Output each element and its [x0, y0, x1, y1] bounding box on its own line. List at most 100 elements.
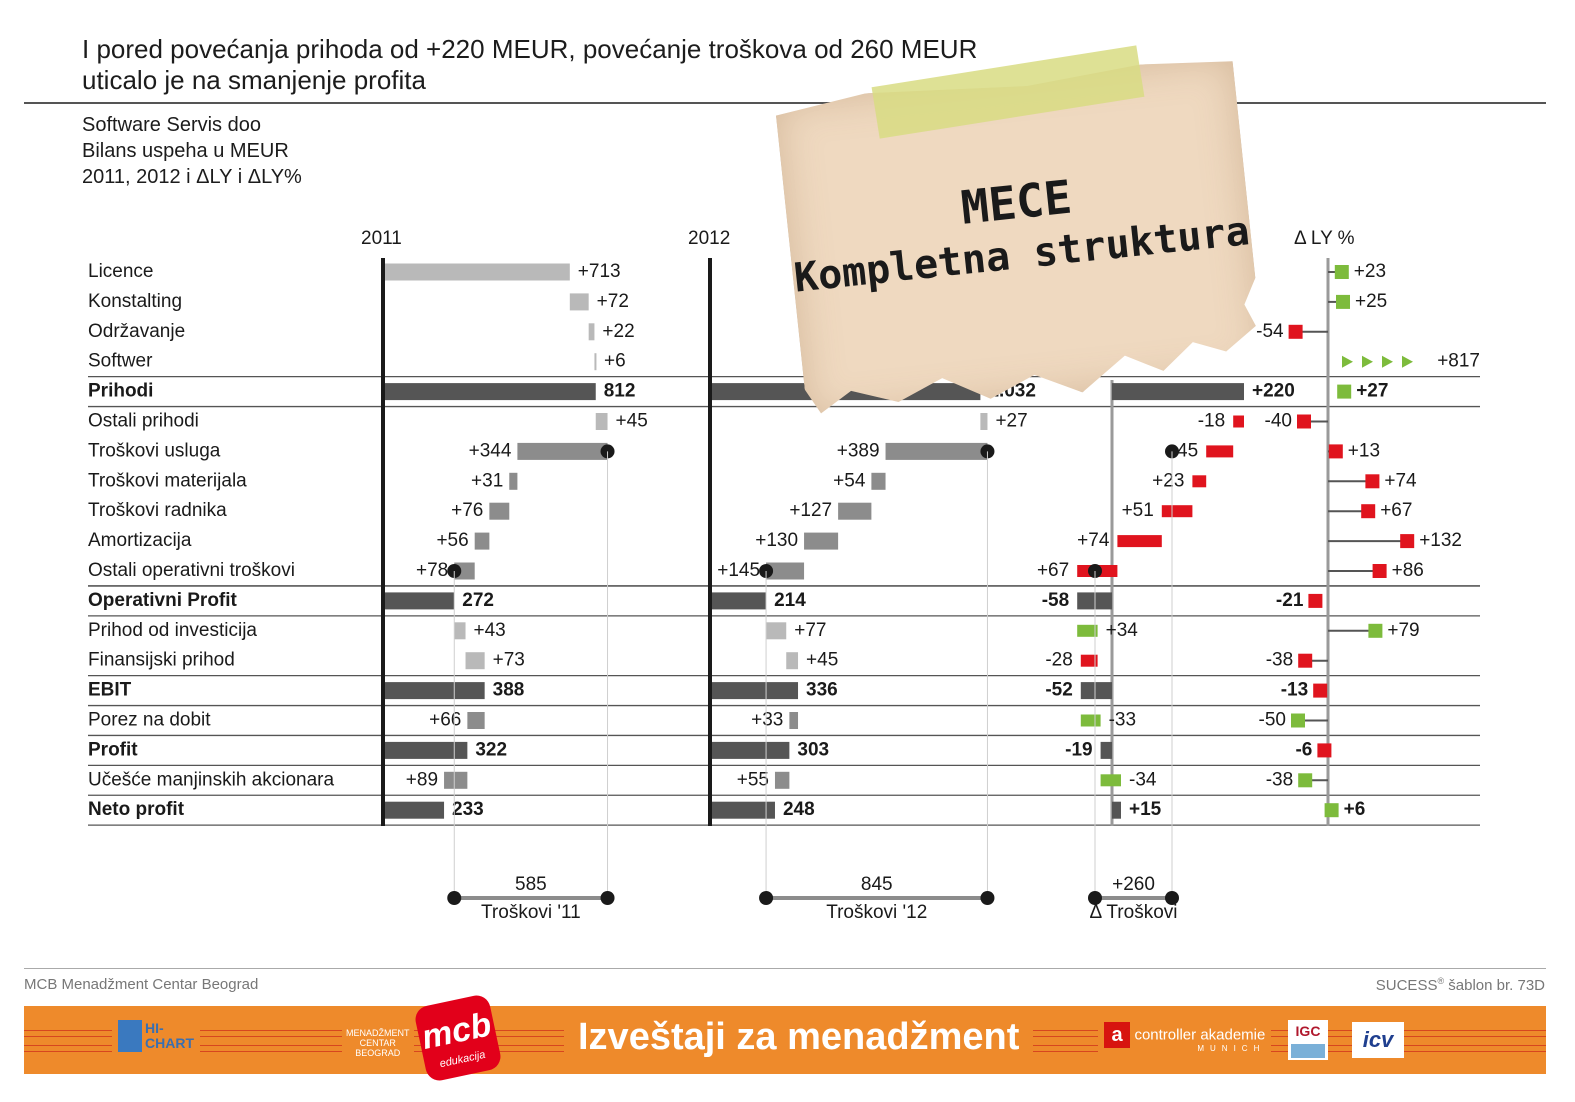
- row-label-15: Porez na dobit: [88, 710, 211, 731]
- dlypct-value-15: -50: [1259, 710, 1286, 731]
- dlypct-overflow-arrow-0: [1342, 355, 1353, 368]
- dlypct-value-17: -38: [1266, 769, 1293, 790]
- row-label-12: Prihod od investicija: [88, 620, 257, 641]
- p2011-value-13: +73: [493, 650, 525, 671]
- p2012-bar-9: [804, 532, 839, 550]
- p2011-value-9: +56: [436, 530, 468, 551]
- row-label-5: Ostali prihodi: [88, 411, 199, 432]
- dlypct-value-2: -54: [1256, 321, 1284, 342]
- dly-bar-14: [1080, 682, 1112, 700]
- footer-template-number: šablon br. 73D: [1444, 977, 1545, 994]
- dly-bar-8: [1161, 505, 1193, 518]
- p2011-value-4: 812: [604, 381, 636, 402]
- p2011-value-17: +89: [406, 769, 438, 790]
- p2012-value-9: +130: [755, 530, 798, 551]
- p2011-value-12: +43: [474, 620, 506, 641]
- p2011-bar-5: [595, 413, 608, 430]
- row-label-11: Operativni Profit: [88, 590, 238, 611]
- p2011-value-15: +66: [429, 710, 461, 731]
- chart-title: I pored povećanja prihoda od +220 MEUR, …: [82, 34, 977, 96]
- p2012-bar-16: [710, 741, 790, 759]
- dlypct-marker-7: [1365, 474, 1380, 489]
- dlypct-marker-9: [1400, 534, 1415, 549]
- dlypct-marker-16: [1317, 743, 1332, 758]
- p2011-value-3: +6: [604, 351, 626, 372]
- row-label-7: Troškovi materijala: [88, 470, 247, 491]
- p2011-bar-3: [594, 353, 597, 371]
- dlypct-marker-13: [1298, 653, 1313, 668]
- dlypct-value-3: +817: [1437, 351, 1480, 372]
- dlypct-overflow-arrow-3: [1402, 355, 1413, 368]
- dlypct-value-8: +67: [1380, 500, 1412, 521]
- dly-value-16: -19: [1065, 739, 1092, 760]
- p2011-value-11: 272: [462, 590, 494, 611]
- dlypct-marker-18: [1324, 803, 1339, 818]
- controller-akademie-city: MUNICH: [1197, 1044, 1266, 1053]
- bracket-label-2: Δ Troškovi: [1089, 902, 1177, 923]
- dlypct-marker-11: [1308, 593, 1323, 608]
- p2012-bar-7: [871, 472, 886, 490]
- p2011-bar-2: [588, 323, 595, 341]
- p2011-bar-15: [467, 712, 485, 729]
- dly-bar-9: [1117, 535, 1162, 548]
- p2012-bar-6: [885, 442, 988, 460]
- p2011-value-7: +31: [471, 470, 503, 491]
- bracket-value-1: 845: [861, 874, 893, 895]
- row-label-6: Troškovi usluga: [88, 440, 221, 461]
- row-label-14: EBIT: [88, 680, 132, 701]
- dlypct-marker-12: [1368, 623, 1383, 638]
- p2011-bar-14: [383, 682, 485, 700]
- p2011-value-16: 322: [475, 739, 507, 760]
- row-label-13: Finansijski prihod: [88, 650, 235, 671]
- p2011-value-14: 388: [493, 680, 525, 701]
- dlypct-overflow-arrow-1: [1362, 355, 1373, 368]
- p2012-bar-18: [710, 801, 775, 819]
- p2011-bar-0: [383, 263, 570, 281]
- p2012-bar-11: [710, 592, 767, 610]
- p2011-value-5: +45: [616, 411, 648, 432]
- dlypct-value-16: -6: [1295, 739, 1312, 760]
- dly-bar-17: [1100, 774, 1121, 787]
- p2011-bar-1: [569, 293, 589, 311]
- hichart-text-2: CHART: [145, 1035, 194, 1051]
- p2012-value-18: 248: [783, 799, 815, 820]
- footer-brand: SUCESS: [1375, 977, 1438, 994]
- dlypct-marker-4: [1337, 384, 1352, 399]
- footer-organization: MCB Menadžment Centar Beograd: [24, 976, 259, 993]
- hichart-logo: HI- CHART: [112, 1020, 200, 1052]
- dly-value-10: +67: [1037, 560, 1069, 581]
- p2012-bar-17: [774, 771, 790, 789]
- dly-value-11: -58: [1042, 590, 1069, 611]
- p2011-value-8: +76: [451, 500, 483, 521]
- p2012-value-5: +27: [995, 411, 1027, 432]
- mcb-center-line-1: MENADŽMENT: [346, 1028, 410, 1038]
- dly-bar-12: [1077, 624, 1098, 637]
- bracket-label-0: Troškovi '11: [481, 902, 581, 923]
- footer-banner: HI- CHART MENADŽMENT CENTAR BEOGRAD Izveš…: [24, 1006, 1546, 1074]
- row-label-17: Učešće manjinskih akcionara: [88, 769, 334, 790]
- row-label-10: Ostali operativni troškovi: [88, 560, 295, 581]
- dlypct-value-6: +13: [1348, 440, 1380, 461]
- subtitle-report: Bilans uspeha u MEUR: [82, 140, 289, 162]
- igc-logo: IGC: [1288, 1020, 1328, 1060]
- dly-value-18: +15: [1129, 799, 1162, 820]
- dlypct-overflow-arrow-2: [1382, 355, 1393, 368]
- p2011-value-0: +713: [578, 261, 621, 282]
- dly-bar-4: [1112, 383, 1244, 401]
- p2011-bar-6: [517, 442, 608, 460]
- p2011-bar-4: [383, 383, 596, 401]
- p2011-value-1: +72: [597, 291, 629, 312]
- header-2011: 2011: [361, 228, 402, 249]
- p2011-bar-11: [383, 592, 455, 610]
- p2011-bar-9: [474, 532, 490, 550]
- p2012-bar-14: [710, 682, 799, 700]
- hichart-logo-icon: [118, 1020, 142, 1052]
- dlypct-marker-14: [1313, 683, 1328, 698]
- p2012-value-11: 214: [774, 590, 806, 611]
- bracket-value-2: +260: [1112, 874, 1155, 895]
- title-line-2: uticalo je na smanjenje profita: [82, 65, 426, 95]
- p2012-value-6: +389: [837, 440, 880, 461]
- p2012-value-8: +127: [789, 500, 832, 521]
- dly-value-14: -52: [1045, 680, 1072, 701]
- dlypct-value-1: +25: [1355, 291, 1387, 312]
